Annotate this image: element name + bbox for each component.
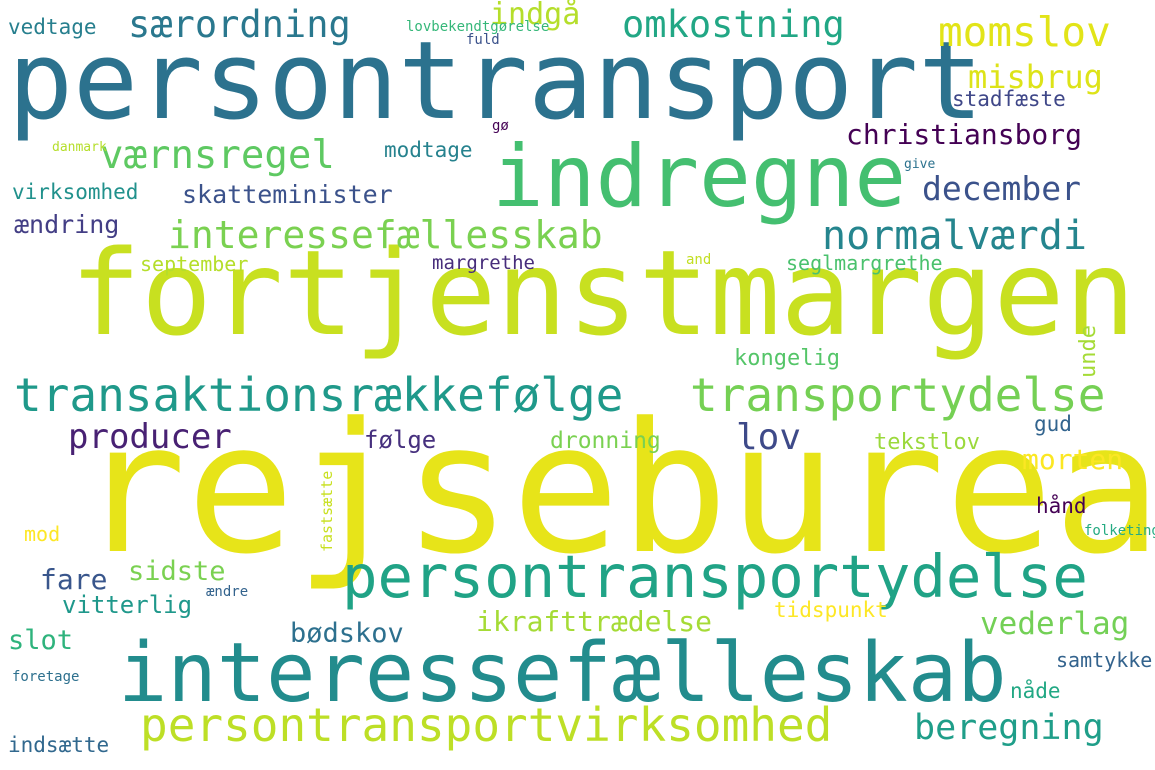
- word-september: september: [140, 252, 249, 276]
- word-modtage: indsætte: [8, 733, 110, 757]
- word-persontransport: persontransport: [8, 19, 984, 144]
- word-beregning: beregning: [914, 708, 1104, 748]
- word-omkostning: omkostning: [622, 3, 845, 46]
- word-lovbekendtgoerelse: gø: [492, 118, 509, 134]
- word-transportydelse: transportydelse: [690, 368, 1106, 422]
- word-mod: modtage: [384, 138, 473, 162]
- word-normalvaerdi: normalværdi: [822, 213, 1087, 259]
- word-december: december: [922, 169, 1081, 208]
- word-virksomhed: virksomhed: [12, 180, 139, 204]
- word-tekstlov: tekstlov: [874, 430, 980, 455]
- word-fare: fare: [40, 563, 108, 596]
- word-dronning: dronning: [550, 428, 661, 454]
- word-gud: gud: [1034, 412, 1072, 436]
- word-vederlag: vederlag: [980, 606, 1130, 642]
- word-tidspunkt: tidspunkt: [774, 598, 888, 622]
- word-persontransportydelse: persontransportydelse: [342, 542, 1088, 611]
- word-skatteminister: skatteminister: [182, 180, 393, 209]
- word-saerordning: særordning: [128, 3, 351, 46]
- word-vitterlig: vitterlig: [62, 591, 193, 619]
- word-boedskov: bødskov: [290, 618, 404, 649]
- word-indgaa: indgå: [490, 0, 581, 32]
- word-aendring: ændring: [14, 210, 120, 239]
- word-vedtage: vedtage: [8, 15, 97, 39]
- word-rejsebureau: rejsebureau: [78, 385, 1155, 594]
- word-ikrafttraedelse: ikrafttrædelse: [476, 605, 713, 638]
- word-foretage: fastsætte: [318, 470, 336, 552]
- word-naade: samtykke: [1056, 648, 1153, 672]
- word-vaernsregel: værnsregel: [100, 133, 335, 178]
- word-kongelig: kongelig: [734, 346, 840, 371]
- word-interessefaellesskab: interessefællesskab: [168, 213, 603, 257]
- word-sidste: sidste: [128, 556, 226, 587]
- word-haand: hånd: [1036, 494, 1087, 518]
- word-give: danmark: [52, 140, 107, 155]
- word-persontransportvirksomhed: persontransportvirksomhed: [140, 698, 833, 752]
- word-stadfaeste: stadfæste: [952, 87, 1066, 111]
- word-lov: lov: [736, 417, 802, 458]
- word-samtykke: unde: [1076, 325, 1101, 378]
- word-christiansborg: christiansborg: [846, 118, 1083, 151]
- word-goe: mod: [24, 522, 61, 546]
- word-fortjenstmargen: fortjenstmargen: [70, 224, 1136, 362]
- word-margrethe: margrethe: [432, 252, 535, 274]
- word-indsaette: nåde: [1010, 679, 1061, 703]
- word-danmark: fuld: [466, 32, 500, 48]
- word-fastsaette: foretage: [12, 669, 80, 685]
- word-interessefaelleskab: interessefælleskab: [118, 626, 1007, 721]
- word-transaktionsraekkefoelge: transaktionsrækkefølge: [14, 368, 624, 422]
- word-morten: morten: [1022, 443, 1124, 476]
- word-momslov: momslov: [938, 8, 1111, 56]
- word-foelge: følge: [364, 426, 437, 454]
- word-producer: producer: [68, 417, 232, 457]
- word-slot: slot: [8, 625, 74, 656]
- word-folketing: ændre: [206, 584, 249, 600]
- word-indregne: indregne: [492, 127, 907, 227]
- word-and: give: [904, 157, 936, 172]
- word-fuld: lovbekendtgørelse: [406, 19, 550, 35]
- word-aendre: and: [686, 252, 712, 268]
- word-unde: folketing: [1084, 523, 1155, 539]
- word-seglmargrethe: seglmargrethe: [786, 251, 943, 275]
- word-misbrug: misbrug: [968, 58, 1103, 96]
